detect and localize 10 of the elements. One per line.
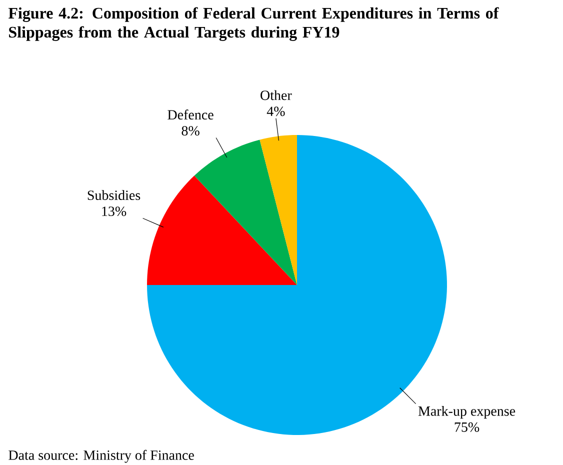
slice-label: Subsidies [88, 190, 140, 200]
data-label: 75% [454, 422, 480, 432]
slice-label: Other [260, 90, 292, 100]
source-note: Data source: Ministry of Finance [8, 450, 194, 463]
slice-label: Defence [168, 110, 214, 120]
slice-label: Mark-up expense [418, 406, 516, 419]
chart-title: Figure 4.2: Composition of Federal Current Expenditures in Terms of Slippages from the Actual Targets during FY19 [8, 7, 499, 41]
data-label: 13% [102, 206, 126, 216]
data-label: 8% [182, 126, 200, 136]
data-label: 4% [266, 106, 285, 116]
